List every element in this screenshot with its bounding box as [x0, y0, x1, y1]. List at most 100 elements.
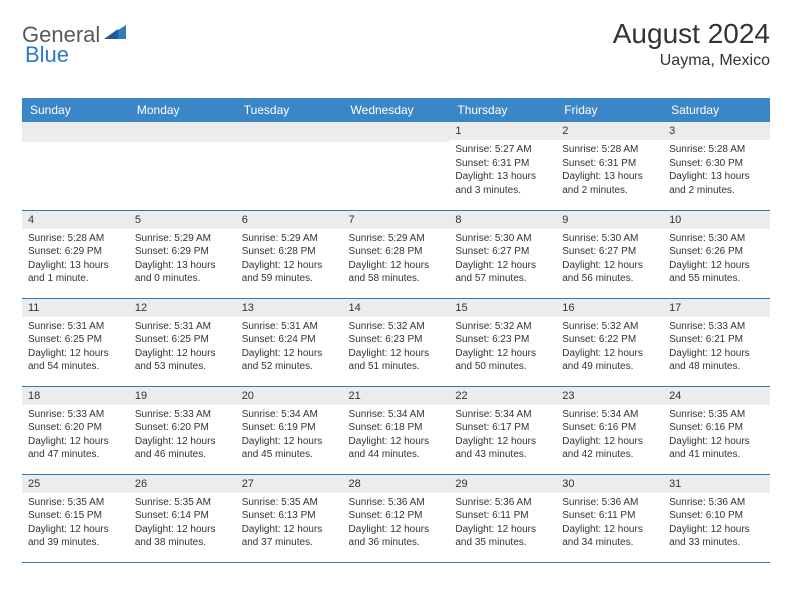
sunrise-line: Sunrise: 5:29 AM — [349, 232, 444, 246]
sunrise-line: Sunrise: 5:33 AM — [135, 408, 230, 422]
calendar-day-cell: 6Sunrise: 5:29 AMSunset: 6:28 PMDaylight… — [236, 210, 343, 298]
day-number: 16 — [556, 299, 663, 317]
calendar-day-cell: 10Sunrise: 5:30 AMSunset: 6:26 PMDayligh… — [663, 210, 770, 298]
sunset-line: Sunset: 6:11 PM — [562, 509, 657, 523]
calendar-day-cell: 31Sunrise: 5:36 AMSunset: 6:10 PMDayligh… — [663, 474, 770, 562]
day-number: 4 — [22, 211, 129, 229]
calendar-blank-cell — [343, 122, 450, 210]
day-details: Sunrise: 5:30 AMSunset: 6:26 PMDaylight:… — [663, 229, 770, 292]
logo-line2-wrap: Blue — [25, 42, 69, 68]
sunrise-line: Sunrise: 5:32 AM — [455, 320, 550, 334]
daylight-line: Daylight: 12 hours and 56 minutes. — [562, 259, 657, 286]
sunset-line: Sunset: 6:23 PM — [349, 333, 444, 347]
sunset-line: Sunset: 6:16 PM — [562, 421, 657, 435]
day-details: Sunrise: 5:32 AMSunset: 6:23 PMDaylight:… — [449, 317, 556, 380]
sunset-line: Sunset: 6:20 PM — [135, 421, 230, 435]
sunrise-line: Sunrise: 5:35 AM — [669, 408, 764, 422]
calendar-day-cell: 13Sunrise: 5:31 AMSunset: 6:24 PMDayligh… — [236, 298, 343, 386]
sunrise-line: Sunrise: 5:27 AM — [455, 143, 550, 157]
daylight-line: Daylight: 12 hours and 59 minutes. — [242, 259, 337, 286]
daylight-line: Daylight: 12 hours and 43 minutes. — [455, 435, 550, 462]
sunset-line: Sunset: 6:22 PM — [562, 333, 657, 347]
sunrise-line: Sunrise: 5:29 AM — [135, 232, 230, 246]
daylight-line: Daylight: 12 hours and 38 minutes. — [135, 523, 230, 550]
day-details: Sunrise: 5:29 AMSunset: 6:29 PMDaylight:… — [129, 229, 236, 292]
daylight-line: Daylight: 12 hours and 58 minutes. — [349, 259, 444, 286]
day-number: 26 — [129, 475, 236, 493]
sunset-line: Sunset: 6:20 PM — [28, 421, 123, 435]
daylight-line: Daylight: 13 hours and 0 minutes. — [135, 259, 230, 286]
calendar-day-cell: 1Sunrise: 5:27 AMSunset: 6:31 PMDaylight… — [449, 122, 556, 210]
calendar-day-cell: 26Sunrise: 5:35 AMSunset: 6:14 PMDayligh… — [129, 474, 236, 562]
day-number: 1 — [449, 122, 556, 140]
sunset-line: Sunset: 6:23 PM — [455, 333, 550, 347]
calendar-week-row: 18Sunrise: 5:33 AMSunset: 6:20 PMDayligh… — [22, 386, 770, 474]
sunrise-line: Sunrise: 5:33 AM — [669, 320, 764, 334]
sunrise-line: Sunrise: 5:28 AM — [669, 143, 764, 157]
page: General August 2024 Uayma, Mexico Blue S… — [0, 0, 792, 581]
sunset-line: Sunset: 6:31 PM — [455, 157, 550, 171]
day-number: 25 — [22, 475, 129, 493]
sunset-line: Sunset: 6:18 PM — [349, 421, 444, 435]
location: Uayma, Mexico — [613, 52, 770, 70]
day-number: 22 — [449, 387, 556, 405]
sunset-line: Sunset: 6:15 PM — [28, 509, 123, 523]
header: General August 2024 Uayma, Mexico — [22, 18, 770, 70]
day-details: Sunrise: 5:36 AMSunset: 6:11 PMDaylight:… — [556, 493, 663, 556]
sunset-line: Sunset: 6:21 PM — [669, 333, 764, 347]
sunrise-line: Sunrise: 5:34 AM — [242, 408, 337, 422]
calendar-blank-cell — [236, 122, 343, 210]
sunrise-line: Sunrise: 5:28 AM — [562, 143, 657, 157]
calendar-body: 1 Sunrise: 5:27 AMSunset: 6:31 PM Daylight… — [22, 122, 770, 562]
day-number: 31 — [663, 475, 770, 493]
calendar-day-cell: 9Sunrise: 5:30 AMSunset: 6:27 PMDaylight… — [556, 210, 663, 298]
day-details: Sunrise: 5:30 AMSunset: 6:27 PMDaylight:… — [556, 229, 663, 292]
day-details: Sunrise: 5:28 AMSunset: 6:30 PMDaylight:… — [663, 140, 770, 203]
calendar-week-row: 4Sunrise: 5:28 AMSunset: 6:29 PMDaylight… — [22, 210, 770, 298]
sunrise-line: Sunrise: 5:31 AM — [242, 320, 337, 334]
day-header: Friday — [556, 98, 663, 122]
sunset-line: Sunset: 6:24 PM — [242, 333, 337, 347]
blank-band — [343, 122, 450, 142]
calendar-day-cell: 29Sunrise: 5:36 AMSunset: 6:11 PMDayligh… — [449, 474, 556, 562]
day-details: Sunrise: 5:29 AMSunset: 6:28 PMDaylight:… — [236, 229, 343, 292]
day-details: Sunrise: 5:33 AMSunset: 6:20 PMDaylight:… — [22, 405, 129, 468]
day-number: 13 — [236, 299, 343, 317]
day-number: 8 — [449, 211, 556, 229]
day-header: Monday — [129, 98, 236, 122]
sunrise-line: Sunrise: 5:31 AM — [28, 320, 123, 334]
calendar-day-cell: 14Sunrise: 5:32 AMSunset: 6:23 PMDayligh… — [343, 298, 450, 386]
daylight-line: Daylight: 12 hours and 53 minutes. — [135, 347, 230, 374]
calendar-day-cell: 11Sunrise: 5:31 AMSunset: 6:25 PMDayligh… — [22, 298, 129, 386]
calendar-day-cell: 30Sunrise: 5:36 AMSunset: 6:11 PMDayligh… — [556, 474, 663, 562]
day-details: Sunrise: 5:28 AMSunset: 6:31 PMDaylight:… — [556, 140, 663, 203]
day-details: Sunrise: 5:34 AMSunset: 6:16 PMDaylight:… — [556, 405, 663, 468]
sunrise-line: Sunrise: 5:32 AM — [349, 320, 444, 334]
day-number: 21 — [343, 387, 450, 405]
calendar-day-cell: 2Sunrise: 5:28 AMSunset: 6:31 PMDaylight… — [556, 122, 663, 210]
daylight-line: Daylight: 13 hours and 1 minute. — [28, 259, 123, 286]
sunrise-line: Sunrise: 5:34 AM — [562, 408, 657, 422]
daylight-line: Daylight: 12 hours and 42 minutes. — [562, 435, 657, 462]
calendar-blank-cell — [22, 122, 129, 210]
day-number: 5 — [129, 211, 236, 229]
calendar-day-cell: 22Sunrise: 5:34 AMSunset: 6:17 PMDayligh… — [449, 386, 556, 474]
daylight-line: Daylight: 12 hours and 35 minutes. — [455, 523, 550, 550]
sunset-line: Sunset: 6:25 PM — [135, 333, 230, 347]
daylight-line: Daylight: 12 hours and 41 minutes. — [669, 435, 764, 462]
logo-text-blue: Blue — [25, 42, 69, 67]
sunset-line: Sunset: 6:28 PM — [349, 245, 444, 259]
daylight-line: Daylight: 12 hours and 33 minutes. — [669, 523, 764, 550]
calendar-week-row: 1Sunrise: 5:27 AMSunset: 6:31 PMDaylight… — [22, 122, 770, 210]
day-number: 24 — [663, 387, 770, 405]
day-details: Sunrise: 5:31 AMSunset: 6:25 PMDaylight:… — [129, 317, 236, 380]
daylight-line: Daylight: 12 hours and 51 minutes. — [349, 347, 444, 374]
sunrise-line: Sunrise: 5:35 AM — [242, 496, 337, 510]
day-header: Saturday — [663, 98, 770, 122]
sunset-line: Sunset: 6:29 PM — [28, 245, 123, 259]
sunset-line: Sunset: 6:26 PM — [669, 245, 764, 259]
sunrise-line: Sunrise: 5:30 AM — [562, 232, 657, 246]
daylight-line: Daylight: 12 hours and 34 minutes. — [562, 523, 657, 550]
sunrise-line: Sunrise: 5:31 AM — [135, 320, 230, 334]
calendar-blank-cell — [129, 122, 236, 210]
